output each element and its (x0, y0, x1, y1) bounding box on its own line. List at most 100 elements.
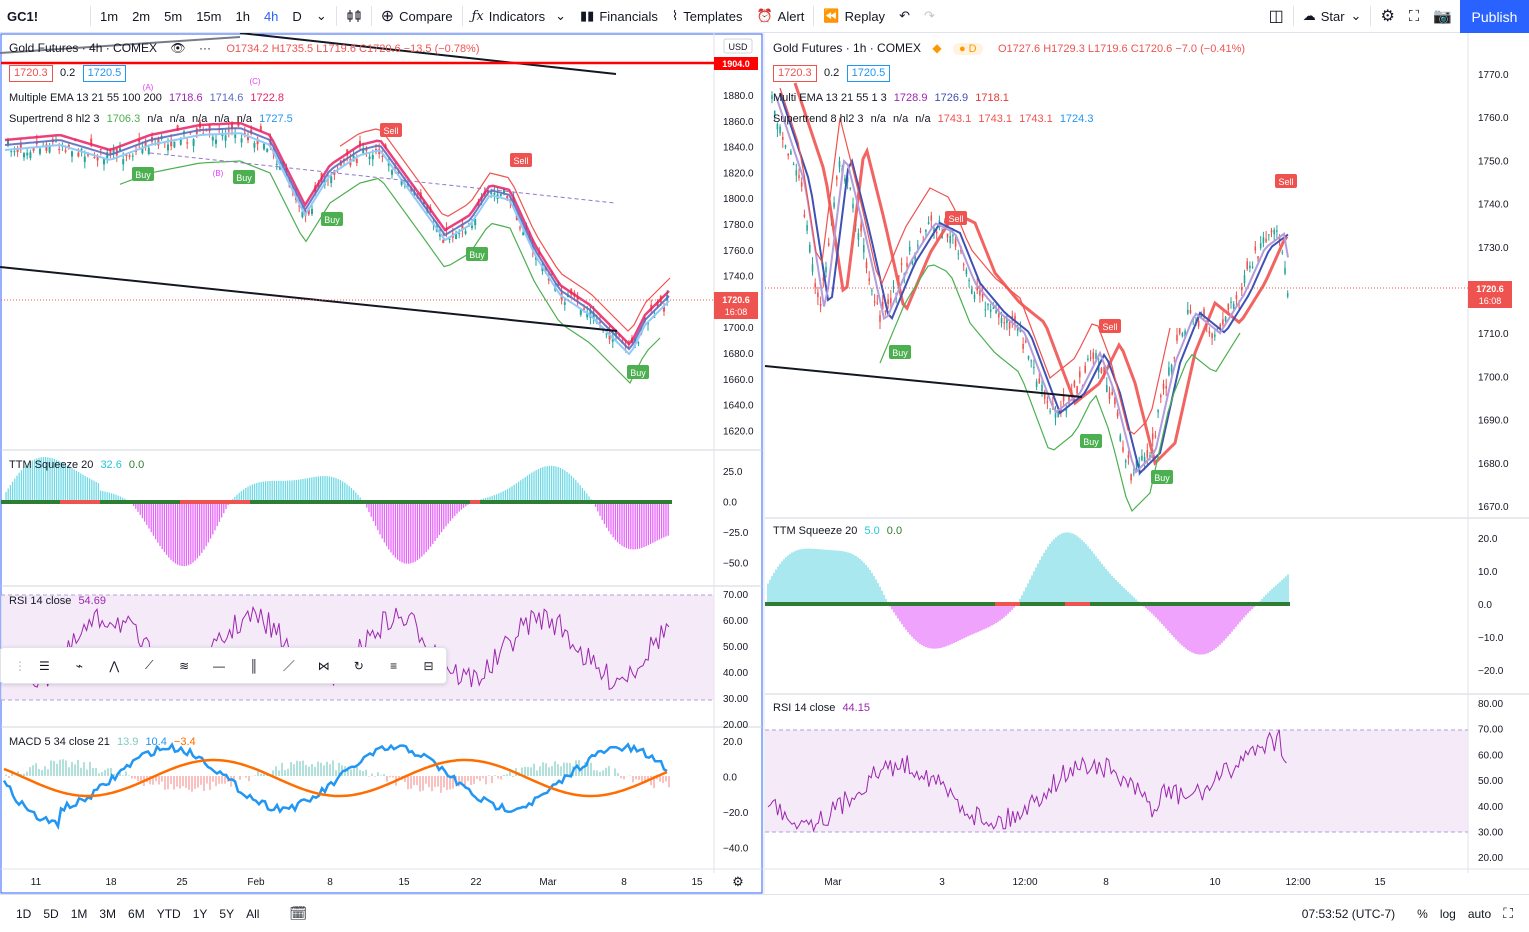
line-tool-icon[interactable]: ／ (282, 659, 295, 673)
candle-body (1276, 230, 1278, 232)
range-6m[interactable]: 6M (128, 906, 145, 921)
date-range-icon[interactable]: 🗓 (289, 905, 308, 921)
range-1d[interactable]: 1D (16, 906, 32, 921)
right-rsi-legend[interactable]: RSI 14 close 44.15 (773, 702, 870, 714)
right-time-tick: Mar (824, 877, 842, 888)
right-title[interactable]: Gold Futures · 1h · COMEX (773, 41, 922, 55)
left-ttm-legend[interactable]: TTM Squeeze 20 32.6 0.0 (9, 459, 145, 471)
candle-body (240, 138, 243, 143)
range-1y[interactable]: 1Y (192, 906, 208, 921)
ema-55-line (4, 121, 670, 346)
elliott-wave-icon[interactable]: ⌁ (75, 658, 83, 673)
redo-button[interactable]: ↷ (917, 0, 942, 33)
divider (461, 6, 463, 26)
candle-body (237, 122, 240, 127)
pattern-icon[interactable]: ⋈ (317, 658, 330, 673)
layout-button[interactable]: ◫ (1262, 0, 1291, 33)
range-all[interactable]: All (246, 906, 260, 921)
range-5d[interactable]: 5D (43, 906, 59, 921)
interval-1m[interactable]: 1m (100, 8, 119, 24)
right-ttm-legend[interactable]: TTM Squeeze 20 5.0 0.0 (773, 525, 903, 537)
charts-area[interactable]: 1880.01860.01840.01820.01800.01780.01760… (0, 33, 1529, 894)
supertrend-down-line (339, 128, 671, 332)
flag-icon[interactable]: ◆ (932, 41, 942, 55)
chart-type-button[interactable] (339, 0, 369, 33)
right-ema-legend[interactable]: Multi EMA 13 21 55 1 3 1728.9 1726.9 171… (773, 92, 1009, 104)
candle-body (186, 142, 189, 144)
candle-body (1000, 317, 1003, 324)
log-toggle[interactable]: log (1439, 906, 1456, 921)
left-supertrend-legend[interactable]: Supertrend 8 hl2 3 1706.3 n/a n/a n/a n/… (9, 113, 293, 125)
percent-toggle[interactable]: % (1417, 906, 1428, 921)
interval-2m[interactable]: 2m (132, 8, 151, 24)
candle-body (860, 224, 862, 232)
indicators-button[interactable]: ƒx Indicators ⌄ (471, 8, 567, 24)
auto-toggle[interactable]: auto (1467, 906, 1492, 921)
horizontal-ray-icon[interactable]: — (213, 658, 226, 673)
sell-price-box[interactable]: 1720.3 (773, 65, 817, 82)
settings-button[interactable]: ⚙ (1373, 0, 1401, 33)
left-ttm-tick: 25.0 (723, 467, 743, 478)
undo-button[interactable]: ↶ (892, 0, 917, 33)
templates-button[interactable]: ⌇ Templates (671, 8, 743, 24)
publish-button[interactable]: Publish (1460, 0, 1529, 33)
interval-15m[interactable]: 15m (196, 8, 222, 24)
left-title[interactable]: Gold Futures · 4h · COMEX (9, 41, 158, 55)
measure-icon[interactable]: ⊟ (423, 658, 434, 673)
trend-line-icon[interactable]: ⟋ (144, 658, 154, 672)
fib-retracement-icon[interactable]: ☰ (39, 658, 50, 673)
cycle-icon[interactable]: ↻ (353, 658, 364, 673)
trend-line (764, 365, 1083, 398)
buy-price-box[interactable]: 1720.5 (82, 65, 127, 82)
sell-price-box[interactable]: 1720.3 (9, 65, 53, 82)
candle-body (522, 232, 525, 236)
range-icon[interactable]: ≡ (390, 658, 398, 673)
range-5y[interactable]: 5Y (219, 906, 235, 921)
interval-d[interactable]: D (292, 8, 302, 24)
candle-body (192, 139, 195, 146)
sell-signal-badge (380, 123, 402, 137)
interval-dropdown-icon[interactable]: ⌄ (315, 8, 327, 23)
star-button[interactable]: ☁ Star ⌄ (1302, 8, 1362, 24)
candle-body (80, 148, 83, 151)
fullscreen-icon[interactable]: ⛶ (1503, 905, 1513, 921)
left-rsi-legend[interactable]: RSI 14 close 54.69 (9, 595, 106, 607)
interval-5m[interactable]: 5m (164, 8, 183, 24)
replay-button[interactable]: ⏪ Replay (823, 8, 886, 24)
candle-body (868, 278, 870, 281)
compare-button[interactable]: ⊕ Compare (380, 8, 453, 25)
eye-icon[interactable]: 👁 (170, 41, 186, 55)
range-3m[interactable]: 3M (99, 906, 117, 921)
alert-button[interactable]: ⏰ Alert (756, 8, 805, 24)
financials-button[interactable]: ▮▮ Financials (580, 8, 658, 24)
more-icon[interactable]: ··· (198, 41, 211, 55)
pitchfork-icon[interactable]: ≋ (179, 658, 190, 673)
range-ytd[interactable]: YTD (156, 906, 181, 921)
candle-body (984, 309, 987, 311)
symbol-search[interactable]: GC1! (7, 8, 39, 24)
left-ema-legend[interactable]: Multiple EMA 13 21 55 100 200 1718.6 171… (9, 92, 285, 104)
vertical-lines-icon[interactable]: ║ (249, 658, 259, 673)
range-1m[interactable]: 1M (70, 906, 88, 921)
candle-body (170, 139, 173, 147)
interval-1h[interactable]: 1h (235, 8, 250, 24)
candle-body (917, 245, 919, 247)
candle-body (234, 134, 237, 138)
drag-handle-icon[interactable]: ⋮ (13, 658, 26, 673)
divider (813, 6, 815, 26)
candle-body (307, 207, 310, 215)
camera-icon: 📷 (1433, 8, 1452, 25)
right-supertrend-legend[interactable]: Supertrend 8 hl2 3 n/a n/a n/a 1743.1 17… (773, 113, 1094, 125)
buy-price-box[interactable]: 1720.5 (846, 65, 891, 82)
candle-body (1246, 261, 1248, 270)
clock[interactable]: 07:53:52 (UTC-7) (1301, 906, 1396, 921)
divider (1370, 6, 1372, 26)
divider (90, 6, 91, 26)
interval-4h[interactable]: 4h (263, 8, 279, 24)
left-macd-legend[interactable]: MACD 5 34 close 21 13.9 10.4 −3.4 (9, 736, 196, 748)
right-time-tick: 10 (1209, 877, 1221, 888)
left-rsi-tick: 60.00 (723, 616, 748, 627)
snapshot-button[interactable]: 📷 (1426, 0, 1459, 33)
fullscreen-button[interactable]: ⛶ (1402, 0, 1427, 33)
abcd-pattern-icon[interactable]: ⋀ (109, 658, 120, 673)
